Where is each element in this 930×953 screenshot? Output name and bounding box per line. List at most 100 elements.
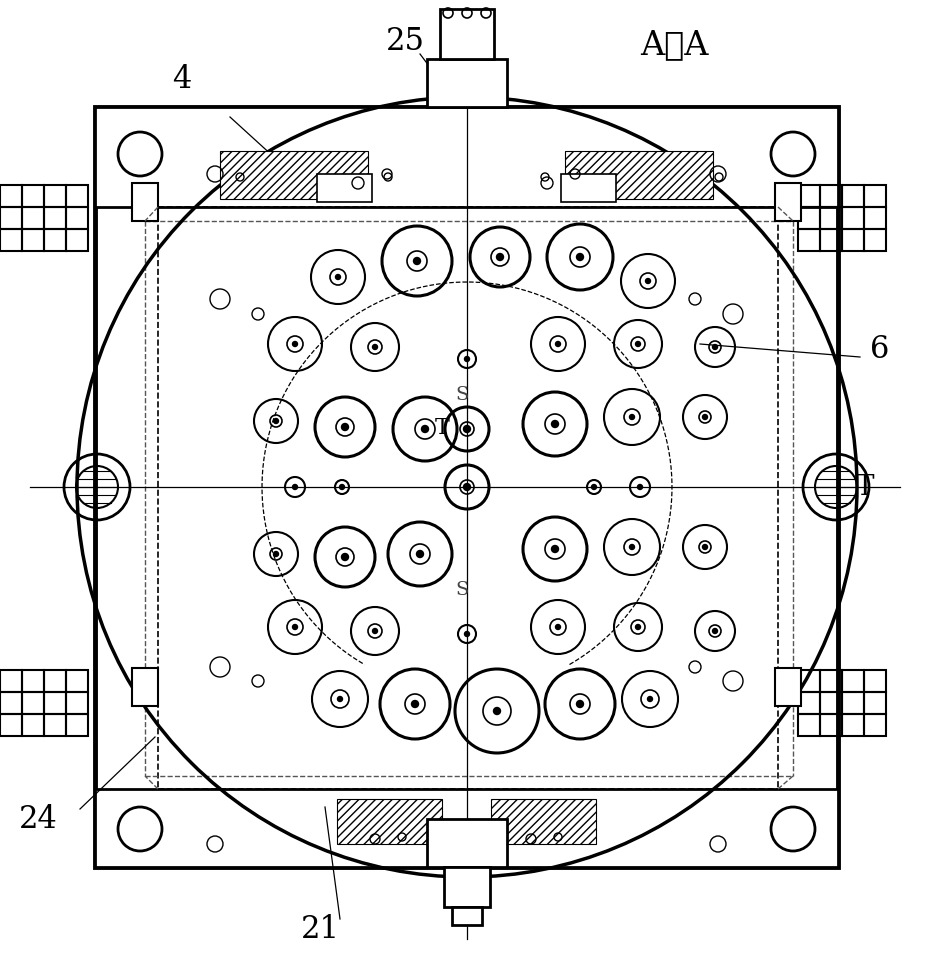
Circle shape — [414, 258, 420, 265]
Circle shape — [411, 700, 418, 708]
Bar — [444, 867, 490, 907]
Bar — [491, 800, 596, 844]
Text: 4: 4 — [172, 65, 192, 95]
Circle shape — [341, 424, 349, 431]
Bar — [842, 208, 864, 230]
Bar — [337, 800, 442, 844]
Circle shape — [421, 426, 429, 433]
Circle shape — [555, 342, 561, 347]
Bar — [22, 186, 44, 208]
Bar — [798, 692, 820, 714]
Bar — [820, 230, 842, 252]
Circle shape — [373, 629, 378, 634]
Bar — [44, 208, 66, 230]
Text: 6: 6 — [870, 335, 889, 365]
Bar — [0, 186, 22, 208]
Bar — [864, 692, 886, 714]
Bar — [220, 152, 368, 200]
Bar — [132, 184, 158, 222]
Circle shape — [645, 279, 650, 284]
Circle shape — [635, 625, 641, 630]
Bar — [452, 907, 482, 925]
Circle shape — [635, 342, 641, 347]
Bar — [820, 670, 842, 692]
Circle shape — [494, 708, 500, 715]
Bar — [44, 670, 66, 692]
Bar — [798, 670, 820, 692]
Text: 25: 25 — [386, 27, 424, 57]
Bar — [864, 230, 886, 252]
Circle shape — [577, 700, 583, 708]
Circle shape — [702, 545, 708, 550]
Circle shape — [591, 485, 596, 490]
Circle shape — [712, 345, 718, 350]
Bar — [66, 714, 88, 737]
Bar — [22, 670, 44, 692]
Circle shape — [497, 254, 503, 261]
Bar — [0, 208, 22, 230]
Bar — [66, 230, 88, 252]
Bar — [775, 184, 801, 222]
Bar — [95, 789, 838, 867]
Bar — [842, 692, 864, 714]
Text: A－A: A－A — [640, 29, 709, 61]
Bar — [864, 208, 886, 230]
Text: T: T — [466, 42, 485, 69]
Bar — [864, 186, 886, 208]
Circle shape — [637, 485, 643, 490]
Bar — [44, 714, 66, 737]
Circle shape — [338, 697, 342, 701]
Circle shape — [630, 545, 634, 550]
Circle shape — [647, 697, 653, 701]
Circle shape — [551, 421, 559, 428]
Bar — [820, 714, 842, 737]
Circle shape — [463, 484, 471, 491]
Bar — [0, 230, 22, 252]
Circle shape — [463, 426, 471, 433]
Bar — [565, 152, 713, 200]
Bar — [66, 186, 88, 208]
Bar — [440, 10, 494, 60]
Circle shape — [417, 551, 423, 558]
Text: S: S — [456, 580, 469, 598]
Bar — [427, 820, 507, 867]
Text: 21: 21 — [300, 914, 339, 944]
Bar — [44, 230, 66, 252]
Bar — [0, 670, 22, 692]
Circle shape — [373, 345, 378, 350]
Bar — [22, 208, 44, 230]
Circle shape — [702, 416, 708, 420]
Bar — [132, 668, 158, 706]
Circle shape — [273, 419, 278, 424]
Bar — [842, 230, 864, 252]
Bar — [0, 714, 22, 737]
Bar — [66, 208, 88, 230]
Bar — [66, 692, 88, 714]
Bar — [317, 174, 372, 203]
Bar — [820, 186, 842, 208]
Bar — [798, 714, 820, 737]
Circle shape — [273, 552, 278, 557]
Bar — [22, 692, 44, 714]
Bar — [842, 186, 864, 208]
Bar — [798, 186, 820, 208]
Bar — [820, 208, 842, 230]
Circle shape — [712, 629, 718, 634]
Circle shape — [577, 254, 583, 261]
Bar — [820, 692, 842, 714]
Bar — [44, 186, 66, 208]
Circle shape — [293, 342, 298, 347]
Text: S: S — [456, 386, 469, 403]
Bar — [427, 60, 507, 108]
Bar — [775, 668, 801, 706]
Bar — [864, 670, 886, 692]
Circle shape — [336, 275, 340, 280]
Text: 24: 24 — [19, 803, 58, 835]
Circle shape — [630, 416, 634, 420]
Bar — [561, 174, 616, 203]
Circle shape — [464, 357, 470, 362]
Bar — [66, 670, 88, 692]
Circle shape — [341, 554, 349, 561]
Circle shape — [551, 546, 559, 553]
Bar — [798, 208, 820, 230]
